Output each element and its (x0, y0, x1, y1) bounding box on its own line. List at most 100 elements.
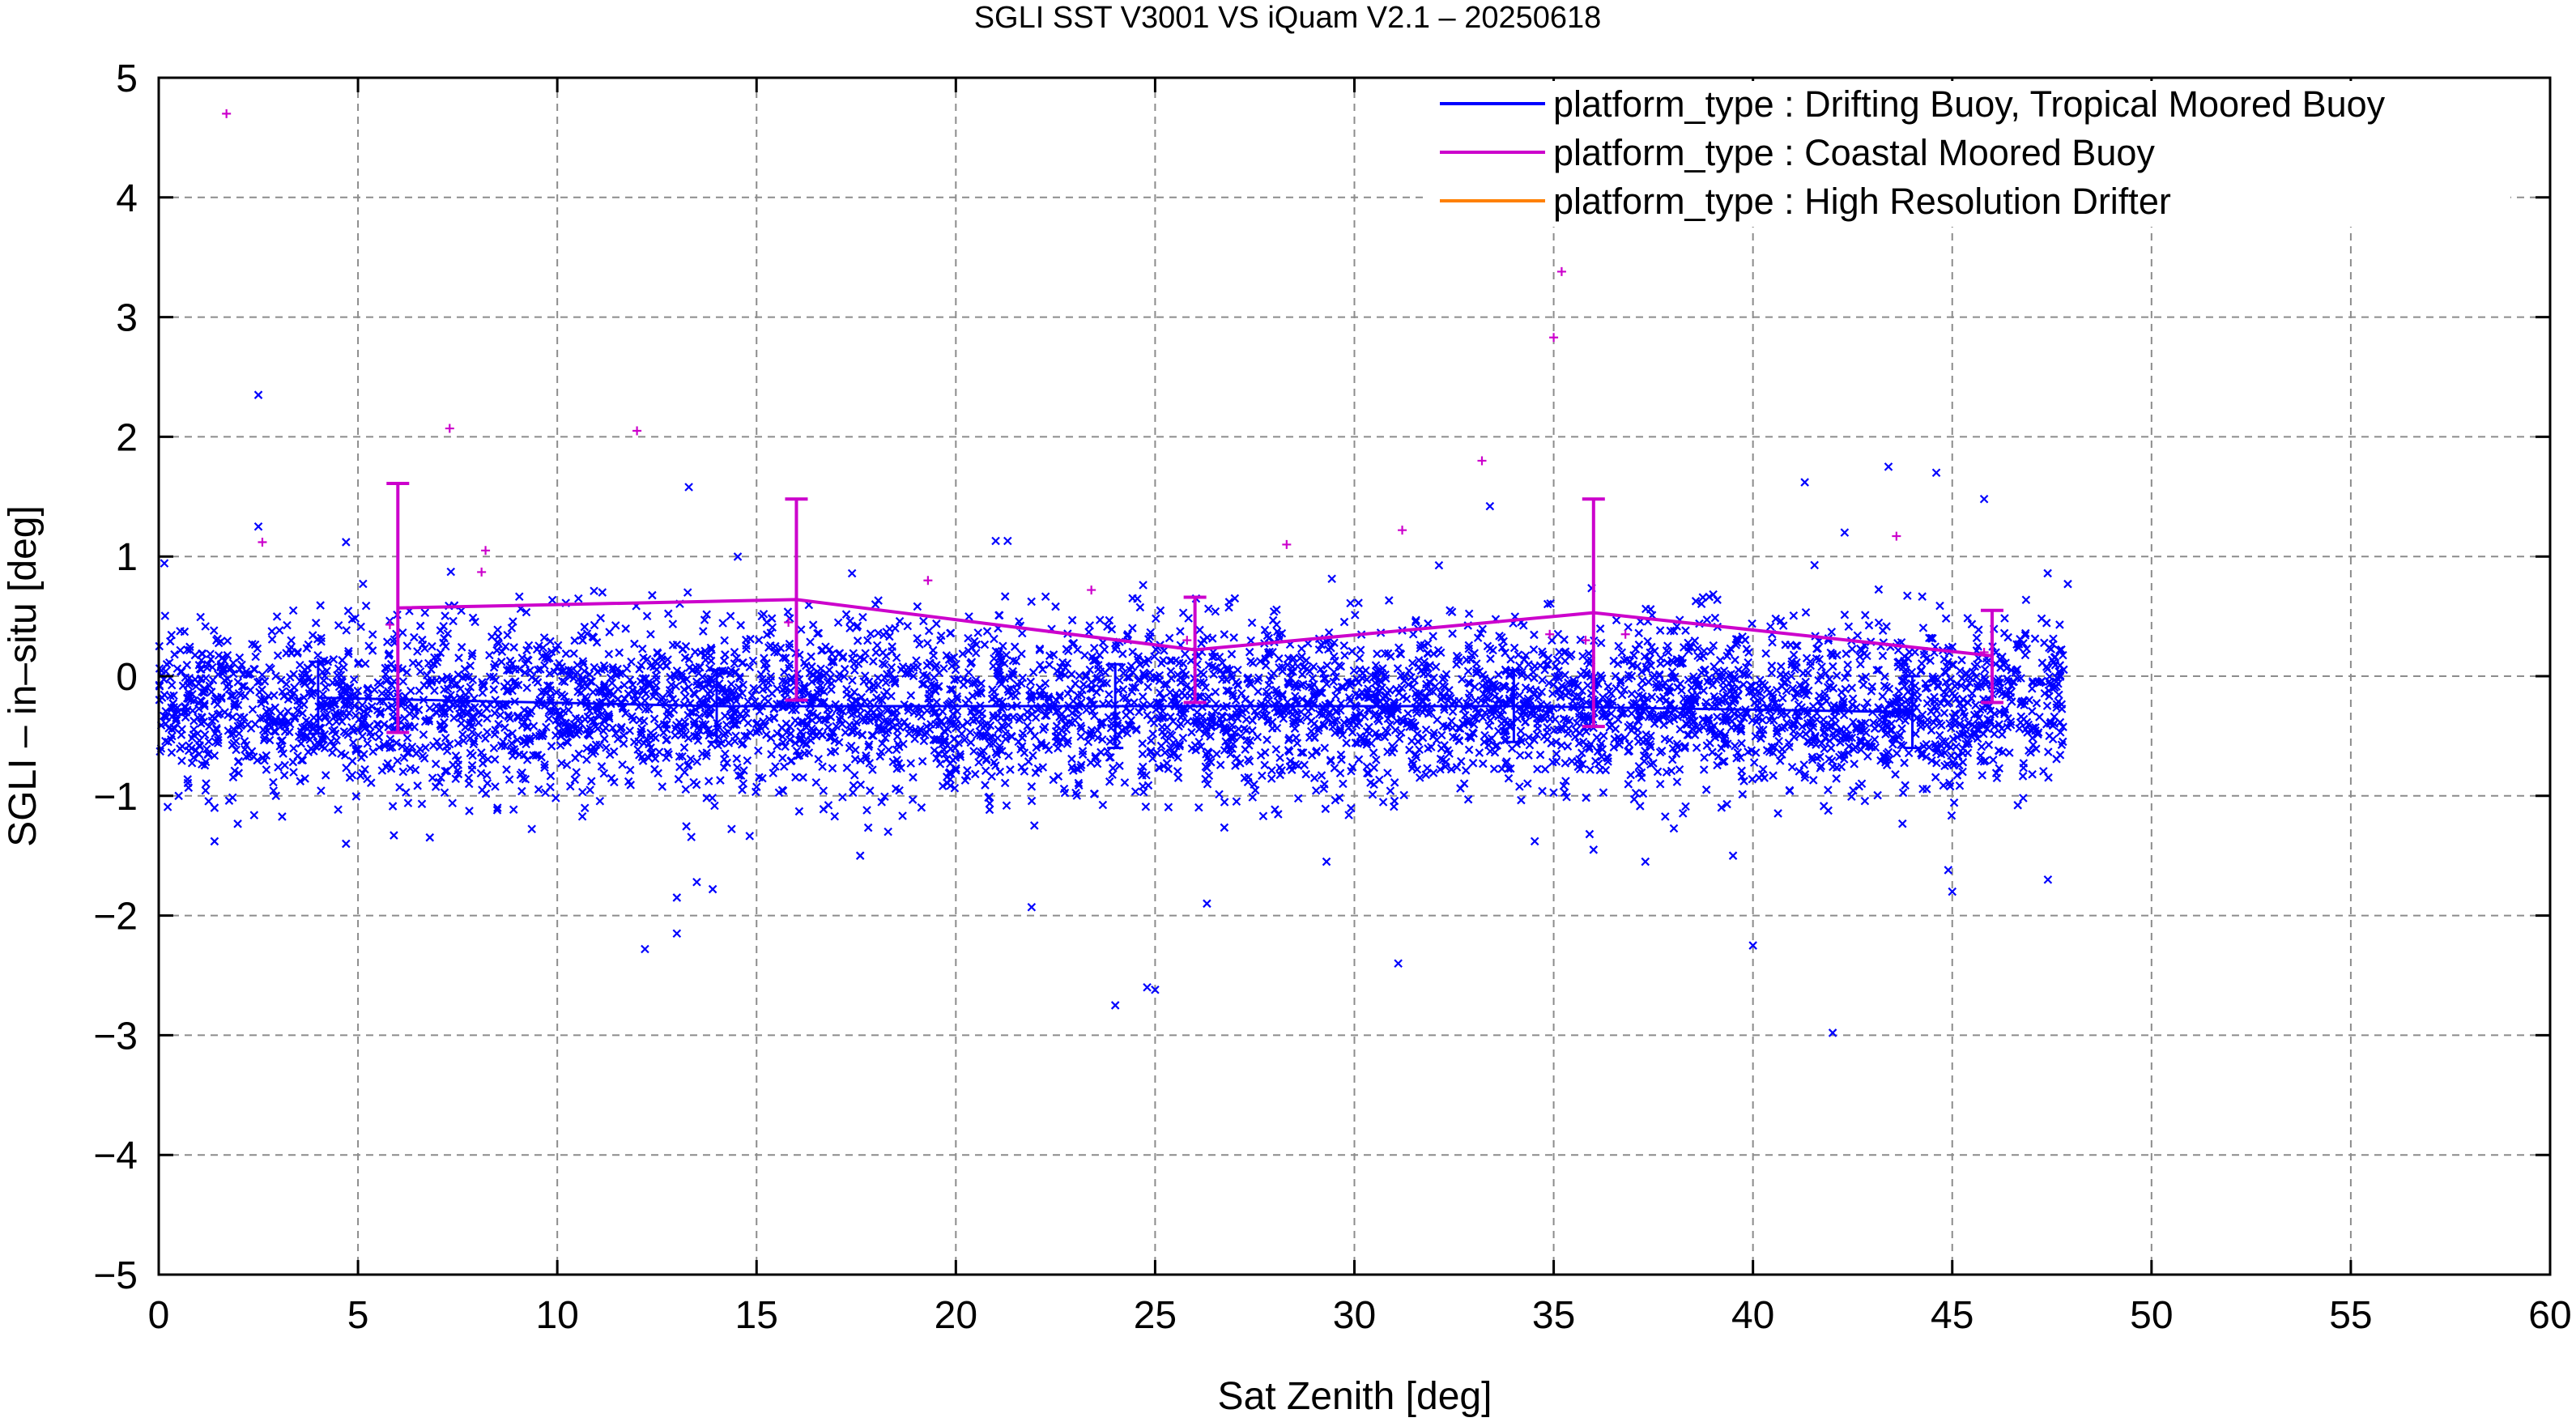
data-point (1478, 624, 1487, 634)
data-point (204, 749, 213, 758)
data-point (1079, 679, 1088, 689)
data-point (1849, 717, 1858, 726)
data-point (1578, 760, 1587, 768)
data-point (972, 640, 981, 649)
data-point (781, 742, 790, 751)
data-point (363, 739, 373, 748)
data-point (1382, 727, 1392, 737)
data-point (1031, 713, 1041, 722)
data-point (1523, 779, 1532, 788)
data-point (1672, 622, 1682, 631)
data-point (417, 799, 427, 809)
data-point (888, 757, 898, 767)
data-point (1092, 688, 1101, 697)
data-point (1653, 767, 1663, 777)
data-point (1275, 654, 1284, 663)
data-point (912, 656, 921, 665)
data-point (1781, 641, 1790, 649)
data-point (932, 619, 941, 628)
data-point (342, 626, 351, 635)
data-point (1411, 752, 1421, 762)
data-point (1955, 781, 1965, 790)
data-point (1203, 604, 1213, 614)
data-point (1667, 755, 1677, 764)
data-point (547, 647, 556, 657)
data-point (1637, 773, 1646, 782)
data-point (1690, 730, 1700, 739)
data-point (204, 737, 214, 746)
data-point (1096, 615, 1105, 624)
data-point (1836, 738, 1845, 747)
data-point (1972, 633, 1982, 643)
data-point (1489, 764, 1499, 773)
data-point (398, 742, 407, 751)
data-point (367, 778, 376, 787)
data-point (505, 775, 514, 784)
data-point (1062, 739, 1072, 748)
data-point (1990, 730, 1999, 739)
data-point (1207, 662, 1217, 671)
data-point (267, 635, 277, 644)
data-point (1120, 778, 1130, 787)
data-point (629, 738, 639, 747)
data-point (1358, 669, 1367, 678)
data-point (2040, 688, 2050, 698)
data-point (1054, 743, 1062, 753)
data-point (1776, 616, 1786, 626)
data-point (1181, 649, 1190, 658)
data-point (1178, 733, 1188, 743)
data-point (1199, 670, 1208, 679)
data-point (1750, 698, 1759, 708)
data-point (413, 647, 422, 656)
data-point (178, 681, 188, 691)
data-point (578, 787, 587, 797)
data-point (840, 672, 849, 681)
data-point (503, 630, 512, 640)
data-point (1820, 744, 1829, 754)
data-point (1160, 748, 1169, 757)
data-point (1147, 736, 1156, 745)
data-point (570, 636, 579, 645)
data-point (1092, 759, 1102, 768)
data-point (1702, 615, 1712, 624)
data-point (267, 627, 277, 636)
data-point (1340, 651, 1349, 660)
data-point (557, 759, 566, 768)
data-point (502, 765, 511, 774)
data-point (1497, 719, 1506, 728)
data-point (608, 662, 617, 672)
data-point (1831, 719, 1840, 728)
data-point (1468, 759, 1478, 768)
data-point (1135, 660, 1144, 669)
data-point (743, 697, 753, 706)
data-point (1922, 699, 1932, 708)
data-point (719, 763, 729, 773)
data-point (909, 773, 918, 782)
data-point (1564, 729, 1573, 739)
data-point (891, 624, 900, 633)
data-point (1825, 722, 1834, 731)
data-point (1863, 651, 1871, 661)
data-point (1699, 765, 1709, 774)
data-point (1678, 809, 1688, 818)
data-point (1837, 762, 1846, 772)
data-point (316, 601, 325, 610)
data-point (1681, 802, 1690, 811)
data-point (698, 627, 708, 636)
data-point (1178, 608, 1188, 618)
data-point (1553, 629, 1563, 639)
data-point (856, 756, 865, 765)
data-point (419, 754, 429, 763)
data-point (771, 762, 780, 771)
data-point (627, 657, 636, 666)
data-point (1414, 662, 1424, 672)
data-point (400, 713, 409, 723)
data-point (415, 621, 425, 631)
data-point (477, 748, 486, 757)
data-point (223, 636, 232, 645)
data-point (730, 720, 739, 730)
data-point (1085, 621, 1095, 630)
data-point (527, 824, 536, 834)
data-point (1335, 726, 1345, 735)
data-point (2032, 699, 2042, 708)
